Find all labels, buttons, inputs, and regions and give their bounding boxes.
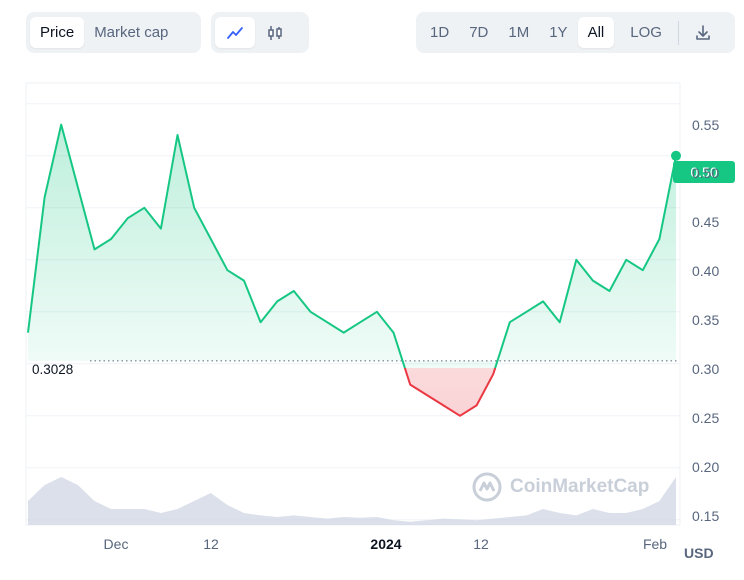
range-1y[interactable]: 1Y: [549, 24, 568, 41]
toolbar-divider: [677, 20, 679, 45]
y-tick: 0.30: [692, 361, 720, 377]
price-line: [27, 123, 677, 417]
y-tick: 0.15: [692, 508, 720, 524]
area-below-reference: [404, 368, 496, 416]
range-1d[interactable]: 1D: [430, 24, 450, 41]
volume-series: [28, 477, 676, 525]
x-tick: Dec: [103, 536, 129, 552]
tab-price[interactable]: Price: [30, 17, 85, 48]
price-area: [28, 124, 676, 416]
candlestick-icon: [268, 25, 282, 40]
range-1m[interactable]: 1M: [508, 24, 530, 41]
chart-type-tabs: [211, 12, 309, 53]
y-tick: 0.20: [692, 459, 720, 475]
y-tick: 0.45: [692, 214, 720, 230]
line-chart-button[interactable]: [215, 17, 255, 48]
volume-area: [28, 477, 676, 525]
download-icon: [696, 24, 710, 40]
candlestick-button[interactable]: [255, 17, 295, 48]
metric-tabs: Price Market cap: [26, 12, 201, 53]
download-button[interactable]: [685, 17, 721, 48]
range-tabs: 1D 7D 1M 1Y All LOG: [416, 12, 735, 53]
x-tick: 12: [473, 536, 489, 552]
range-all[interactable]: All: [577, 17, 615, 48]
currency-label: USD: [684, 545, 714, 561]
y-tick: 0.50: [692, 165, 720, 181]
reference-value-label: 0.3028: [32, 362, 74, 377]
area-above-reference: [28, 124, 676, 368]
range-7d[interactable]: 7D: [469, 24, 489, 41]
watermark: CoinMarketCap: [472, 472, 649, 502]
line-chart-icon: [227, 26, 243, 39]
tab-market-cap[interactable]: Market cap: [94, 24, 169, 41]
x-tick: Feb: [642, 536, 668, 552]
current-price-dot: [671, 150, 681, 161]
y-tick: 0.25: [692, 410, 720, 426]
x-tick: 12: [203, 536, 219, 552]
x-tick: 2024: [370, 536, 402, 552]
y-tick: 0.40: [692, 263, 720, 279]
y-tick: 0.35: [692, 312, 720, 328]
line-above-reference: [27, 123, 677, 368]
log-toggle[interactable]: LOG: [630, 24, 662, 41]
coinmarketcap-logo: [472, 472, 502, 502]
current-price-badge: 0.50: [673, 161, 735, 183]
watermark-text: CoinMarketCap: [510, 476, 650, 497]
y-tick: 0.55: [692, 117, 720, 133]
